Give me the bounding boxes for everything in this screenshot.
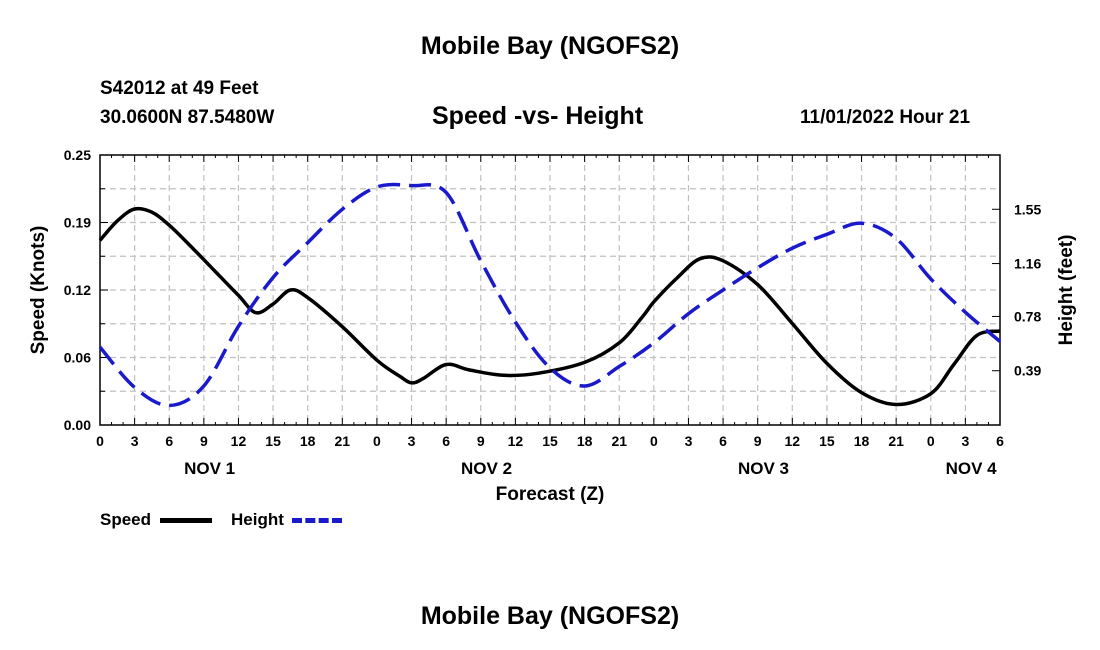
x-date-label: NOV 2 — [461, 459, 512, 478]
x-tick-label: 0 — [927, 433, 935, 449]
x-tick-label: 3 — [961, 433, 969, 449]
y-right-tick-label: 0.78 — [1014, 308, 1041, 324]
x-tick-label: 12 — [508, 433, 524, 449]
y-right-tick-label: 1.55 — [1014, 201, 1041, 217]
legend-height-label: Height — [231, 510, 284, 529]
x-axis-title: Forecast (Z) — [496, 484, 605, 505]
y-left-tick-label: 0.00 — [64, 417, 91, 433]
x-tick-label: 0 — [96, 433, 104, 449]
x-tick-label: 21 — [611, 433, 627, 449]
y-left-tick-label: 0.12 — [64, 282, 91, 298]
x-tick-label: 18 — [854, 433, 870, 449]
x-tick-label: 15 — [819, 433, 835, 449]
x-tick-label: 9 — [477, 433, 485, 449]
x-tick-label: 0 — [373, 433, 381, 449]
x-date-label: NOV 4 — [946, 459, 998, 478]
y-left-tick-label: 0.06 — [64, 350, 91, 366]
footer-title: Mobile Bay (NGOFS2) — [420, 602, 680, 630]
x-tick-label: 3 — [408, 433, 416, 449]
x-tick-label: 21 — [888, 433, 904, 449]
timestamp-label: 11/01/2022 Hour 21 — [800, 107, 971, 128]
coordinates-label: 30.0600N 87.5480W — [100, 107, 275, 128]
x-tick-label: 0 — [650, 433, 658, 449]
y-left-tick-label: 0.19 — [64, 215, 91, 231]
speed-series-line — [98, 206, 1001, 407]
x-tick-label: 15 — [542, 433, 558, 449]
x-date-label: NOV 3 — [738, 459, 789, 478]
x-tick-label: 9 — [200, 433, 208, 449]
x-tick-label: 3 — [685, 433, 693, 449]
legend-height-swatch — [292, 518, 342, 523]
x-tick-label: 18 — [577, 433, 593, 449]
x-tick-label: 6 — [996, 433, 1004, 449]
height-series-line — [98, 182, 1002, 408]
x-tick-label: 21 — [335, 433, 351, 449]
x-date-label: NOV 1 — [184, 459, 235, 478]
station-label: S42012 at 49 Feet — [100, 78, 259, 99]
series — [98, 182, 1002, 408]
y-axis-left-title: Speed (Knots) — [28, 226, 49, 355]
x-tick-label: 3 — [131, 433, 139, 449]
legend-speed-swatch — [160, 518, 212, 523]
ticks: 0 3 6 9 12 15 18 21 0 3 6 9 12 15 18 21 0 3 6 9 12 15 18 21 0 3 6N… — [64, 147, 1042, 478]
x-tick-label: 15 — [265, 433, 281, 449]
y-axis-right-title: Height (feet) — [1056, 235, 1077, 346]
x-tick-label: 12 — [231, 433, 247, 449]
x-tick-label: 9 — [754, 433, 762, 449]
x-tick-label: 6 — [719, 433, 727, 449]
grid — [100, 155, 1000, 425]
chart-title: Mobile Bay (NGOFS2) — [420, 32, 680, 60]
chart-plot: 0 3 6 9 12 15 18 21 0 3 6 9 12 15 18 21 0 3 6 9 12 15 18 21 0 3 6N… — [28, 147, 1077, 505]
y-right-tick-label: 0.39 — [1014, 363, 1041, 379]
x-tick-label: 18 — [300, 433, 316, 449]
x-tick-label: 6 — [442, 433, 450, 449]
legend-speed-label: Speed — [100, 510, 152, 529]
x-tick-label: 12 — [785, 433, 801, 449]
y-left-tick-label: 0.25 — [64, 147, 91, 163]
chart-subtitle: Speed -vs- Height — [432, 102, 644, 130]
y-right-tick-label: 1.16 — [1014, 256, 1041, 272]
x-tick-label: 6 — [165, 433, 173, 449]
